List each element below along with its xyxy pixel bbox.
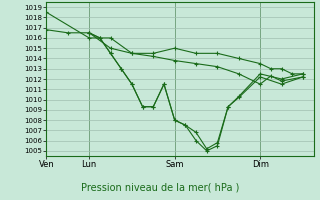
Text: Pression niveau de la mer( hPa ): Pression niveau de la mer( hPa ) (81, 183, 239, 193)
